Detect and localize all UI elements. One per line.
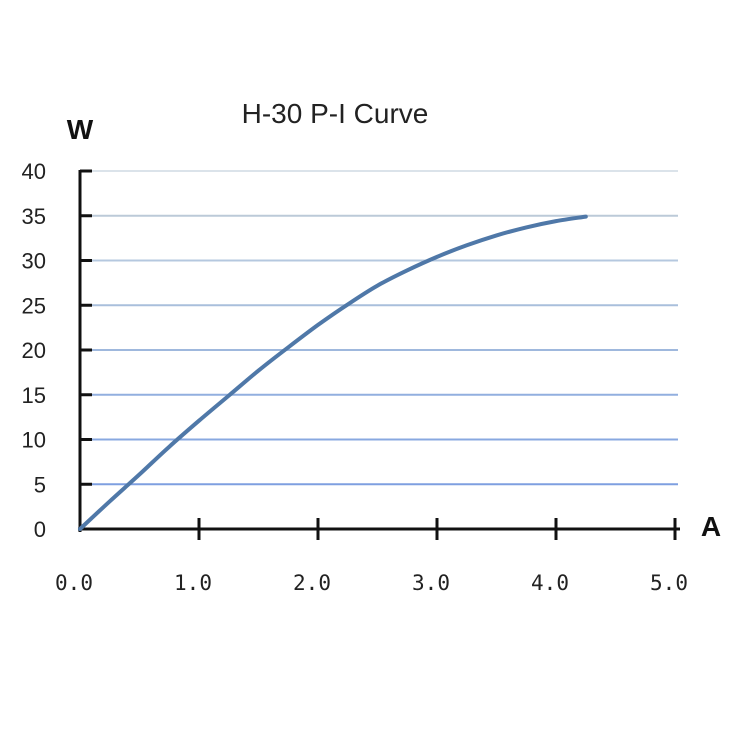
x-tick-label: 5.0: [650, 571, 688, 595]
x-tick-label: 3.0: [412, 571, 450, 595]
grid: [80, 170, 678, 486]
y-tick-label: 40: [22, 159, 46, 184]
y-tick-label: 25: [22, 293, 46, 318]
x-axis-label: A: [701, 511, 721, 542]
chart-title: H-30 P-I Curve: [242, 98, 429, 129]
x-tick-labels: 0.0 1.0 2.0 3.0 4.0 5.0: [55, 571, 688, 595]
y-tick-label: 15: [22, 383, 46, 408]
y-tick-label: 0: [34, 517, 46, 542]
y-axis-label: W: [67, 114, 94, 145]
x-tick-label: 1.0: [174, 571, 212, 595]
axes: [78, 169, 680, 540]
x-tick-label: 2.0: [293, 571, 331, 595]
y-tick-label: 20: [22, 338, 46, 363]
y-tick-label: 35: [22, 204, 46, 229]
x-tick-label: 4.0: [531, 571, 569, 595]
series-line: [78, 214, 588, 531]
y-tick-labels: 0 5 10 15 20 25 30 35 40: [22, 159, 46, 542]
y-tick-label: 10: [22, 428, 46, 453]
y-tick-label: 30: [22, 249, 46, 274]
x-tick-label: 0.0: [55, 571, 93, 595]
y-tick-label: 5: [34, 472, 46, 497]
